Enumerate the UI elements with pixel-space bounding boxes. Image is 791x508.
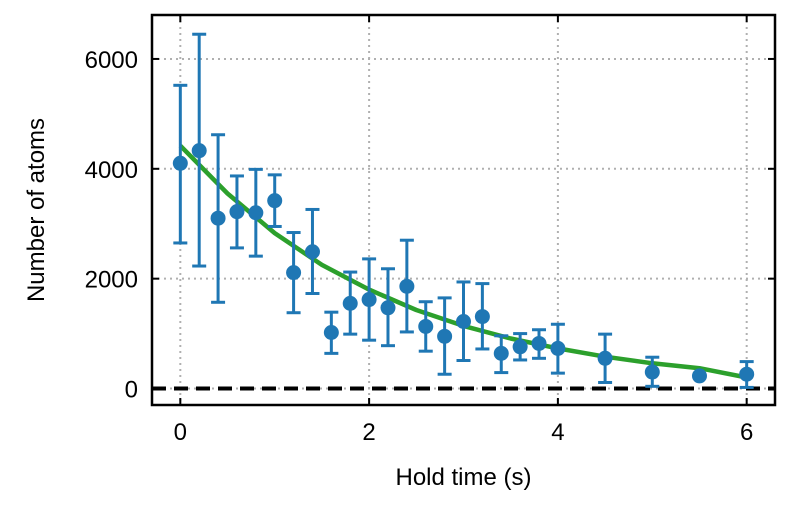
y-axis-label: Number of atoms (23, 118, 50, 302)
x-tick-label: 4 (551, 419, 564, 446)
x-tick-label: 0 (174, 419, 187, 446)
data-point (229, 204, 245, 220)
data-points (172, 143, 755, 384)
data-point (456, 314, 471, 330)
data-point (361, 292, 377, 308)
data-point (191, 143, 207, 159)
data-point (399, 278, 415, 294)
y-tick-label: 0 (125, 377, 138, 404)
y-tick-label: 2000 (85, 267, 138, 294)
plot-frame (150, 13, 777, 407)
data-point (437, 328, 453, 344)
x-tick-label: 2 (362, 419, 375, 446)
y-tick-label: 6000 (85, 47, 138, 74)
data-point (210, 210, 226, 226)
x-ticks: 0 2 4 6 (174, 15, 753, 446)
data-point (172, 155, 188, 171)
data-point (739, 366, 755, 382)
data-point (342, 295, 358, 311)
data-point (512, 339, 528, 355)
data-point (380, 300, 396, 316)
x-tick-label: 6 (740, 419, 753, 446)
data-point (248, 205, 264, 221)
data-point (597, 350, 613, 366)
data-point (493, 345, 509, 361)
data-point (323, 324, 339, 340)
data-point (550, 340, 566, 356)
x-axis-label: Hold time (s) (395, 464, 531, 491)
data-point (267, 193, 283, 209)
data-point (474, 309, 490, 325)
y-ticks: 0 2000 4000 6000 (85, 47, 775, 404)
data-point (691, 368, 707, 384)
data-point (531, 335, 547, 351)
data-point (418, 318, 434, 334)
data-point (304, 244, 320, 260)
data-point (644, 364, 660, 380)
data-point (286, 265, 302, 281)
y-tick-label: 4000 (85, 157, 138, 184)
